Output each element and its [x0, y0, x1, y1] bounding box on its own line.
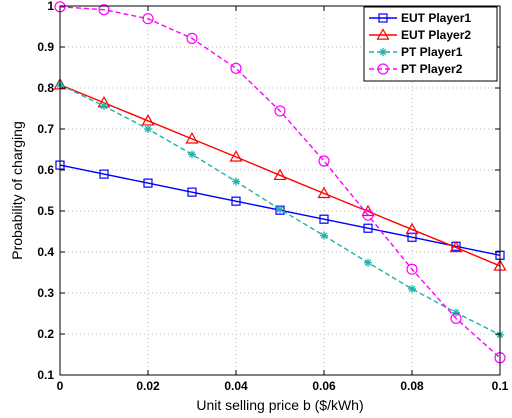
data-point [405, 222, 419, 235]
legend-label: EUT Player1 [401, 11, 471, 25]
data-point [319, 214, 329, 224]
data-point [144, 125, 152, 133]
plot-frame [59, 5, 501, 376]
y-tick-label: 0.6 [37, 163, 54, 177]
data-point [187, 187, 197, 197]
series-eut-player2 [53, 78, 507, 271]
marker-stroke [232, 178, 240, 185]
data-point [231, 196, 241, 206]
legend-marker [376, 28, 390, 40]
series-layer [53, 1, 507, 364]
marker-stroke [276, 206, 284, 213]
y-tick-label: 0.8 [37, 81, 54, 95]
data-point [188, 150, 196, 159]
series-line [59, 84, 501, 267]
legend-label: EUT Player2 [401, 28, 471, 42]
legend-marker [379, 48, 387, 56]
series-line [59, 84, 501, 336]
y-tick-label: 1 [47, 0, 54, 13]
x-axis-label: Unit selling price b ($/kWh) [196, 397, 363, 413]
data-point [230, 62, 242, 74]
data-point [142, 13, 154, 25]
y-tick-label: 0.9 [37, 40, 54, 54]
marker-stroke [379, 48, 387, 56]
legend-item: PT Player1 [369, 45, 463, 59]
data-point [362, 209, 374, 221]
marker-stroke [364, 259, 372, 266]
data-point [320, 231, 328, 240]
data-point [99, 169, 109, 179]
data-point [273, 168, 287, 181]
legend-marker [377, 63, 389, 75]
data-point [317, 186, 331, 199]
data-point [100, 102, 108, 111]
y-tick-label: 0.3 [37, 286, 54, 300]
y-tick-label: 0.4 [37, 245, 54, 259]
ticks-layer: 0 0.02 0.04 0.06 0.08 0.1 0.1 0.2 0.3 0.4 0.5 0.6 0.… [37, 0, 508, 393]
marker-stroke [144, 125, 152, 133]
x-tick-label: 0.04 [224, 379, 248, 393]
marker-stroke [452, 309, 460, 316]
marker-stroke [320, 232, 328, 239]
series-pt-player1 [56, 80, 504, 339]
legend-label: PT Player2 [401, 62, 463, 76]
data-point [232, 177, 240, 186]
x-tick-label: 0.02 [136, 379, 160, 393]
x-tick-label: 0.06 [312, 379, 336, 393]
series-line [59, 6, 501, 359]
legend-marker [378, 13, 388, 23]
data-point [229, 150, 243, 162]
data-point [408, 284, 416, 293]
data-point [98, 4, 110, 16]
y-tick-label: 0.2 [37, 327, 54, 341]
y-tick-label: 0.1 [37, 368, 54, 382]
data-point [185, 132, 199, 144]
marker-stroke [188, 151, 196, 158]
legend-item: EUT Player1 [369, 11, 471, 25]
data-point [274, 105, 286, 117]
legend-label: PT Player1 [401, 45, 463, 59]
data-point [186, 32, 198, 44]
legend: EUT Player1 EUT Player2 PT Player1 PT Playe… [363, 6, 498, 82]
legend-item: EUT Player2 [369, 28, 471, 42]
y-tick-label: 0.5 [37, 204, 54, 218]
data-point [364, 258, 372, 267]
data-point [452, 308, 460, 317]
data-point [143, 178, 153, 188]
data-point [450, 312, 462, 325]
data-point [363, 223, 373, 233]
marker-stroke [408, 285, 416, 293]
data-point [276, 205, 284, 214]
x-tick-label: 0.1 [492, 379, 509, 393]
y-axis-label: Probability of charging [9, 121, 25, 260]
marker-stroke [100, 102, 108, 110]
legend-item: PT Player2 [369, 62, 463, 76]
data-point [141, 114, 155, 126]
series-pt-player2 [54, 1, 506, 364]
data-point [406, 263, 418, 275]
data-point [318, 155, 330, 167]
data-point [449, 240, 463, 253]
y-tick-label: 0.7 [37, 122, 54, 136]
x-tick-label: 0.08 [400, 379, 424, 393]
x-tick-label: 0 [57, 379, 64, 393]
